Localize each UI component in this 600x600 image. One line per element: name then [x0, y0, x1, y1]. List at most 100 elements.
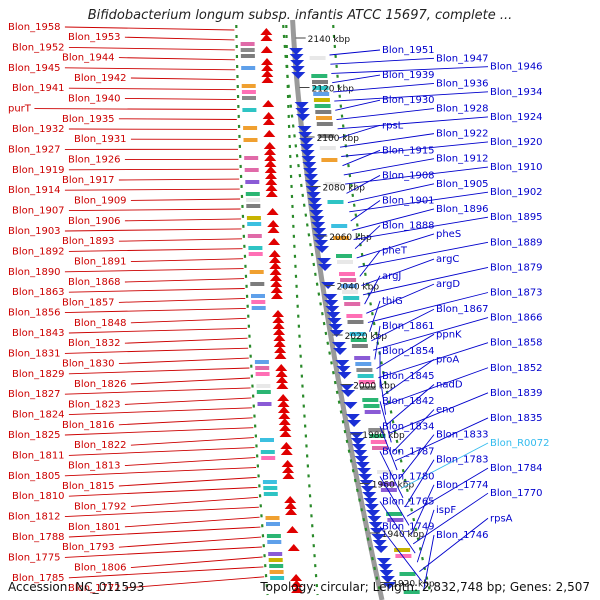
reverse-gene-arrow: [278, 418, 291, 425]
right-gene-label: Blon_1765: [382, 497, 435, 508]
left-leader-line: [64, 387, 251, 395]
right-feature-block: [379, 482, 396, 486]
right-leader-line: [400, 442, 489, 489]
right-feature-block: [369, 434, 386, 438]
left-gene-label: Blon_1868: [68, 277, 121, 288]
right-leader-line: [343, 158, 435, 176]
left-leader-line: [118, 476, 257, 487]
reverse-gene-arrow: [267, 226, 280, 233]
right-feature-block: [331, 224, 348, 228]
left-gene-label: Blon_1792: [74, 501, 127, 512]
reverse-gene-arrow: [264, 172, 277, 179]
forward-gene-arrow: [364, 504, 379, 511]
right-gene-label: Blon_1774: [436, 480, 489, 491]
left-feature-block: [256, 384, 271, 388]
left-feature-block: [269, 564, 284, 568]
left-leader-line: [118, 238, 243, 242]
left-gene-label: Blon_1953: [68, 32, 121, 43]
reverse-gene-arrow: [265, 190, 278, 197]
right-leader-line: [379, 476, 410, 526]
left-leader-line: [68, 566, 264, 579]
left-feature-block: [265, 516, 280, 520]
right-leader-line: [342, 149, 381, 167]
left-leader-line: [118, 536, 262, 548]
reverse-gene-arrow: [278, 412, 291, 419]
reverse-gene-arrow: [264, 166, 277, 173]
forward-gene-arrow: [376, 558, 391, 565]
left-feature-block: [243, 138, 258, 142]
left-feature-block: [244, 156, 259, 160]
right-feature-block: [368, 428, 385, 432]
right-feature-block: [387, 518, 404, 522]
left-feature-block: [245, 180, 260, 184]
right-leader-line: [398, 434, 435, 480]
right-leader-line: [349, 191, 489, 213]
right-feature-block: [309, 56, 326, 60]
reverse-gene-arrow: [272, 316, 285, 323]
kbp-label: 1920 kbp: [392, 580, 435, 590]
left-gene-label: Blon_1805: [8, 471, 61, 482]
left-feature-block: [257, 402, 272, 406]
forward-gene-arrow: [358, 474, 373, 481]
forward-gene-arrow: [297, 126, 312, 133]
right-feature-block: [354, 356, 371, 360]
forward-gene-arrow: [290, 66, 305, 73]
forward-gene-arrow: [331, 342, 346, 349]
left-gene-label: Blon_1815: [62, 481, 115, 492]
left-gene-label: Blon_1906: [68, 216, 121, 227]
left-feature-block: [240, 54, 255, 58]
right-leader-line: [362, 266, 489, 296]
forward-gene-arrow: [355, 462, 370, 469]
left-leader-line: [64, 188, 240, 191]
right-gene-label: Blon_1908: [382, 170, 435, 181]
left-leader-line: [68, 486, 258, 497]
left-feature-block: [246, 204, 261, 208]
right-feature-block: [350, 338, 367, 342]
left-leader-line: [118, 57, 236, 61]
forward-gene-arrow: [307, 198, 322, 205]
left-feature-block: [250, 282, 265, 286]
left-gene-label: Blon_1927: [8, 144, 61, 155]
forward-gene-arrow: [299, 144, 314, 151]
left-gene-label: Blon_1903: [8, 226, 61, 237]
right-feature-block: [358, 380, 375, 384]
reverse-gene-arrow: [285, 508, 298, 515]
left-leader-line: [124, 576, 265, 589]
right-gene-label: Blon_1896: [436, 204, 489, 215]
right-gene-label: Blon_1852: [490, 363, 543, 374]
left-gene-label: Blon_1857: [62, 297, 115, 308]
left-leader-line: [118, 417, 253, 426]
left-feature-block: [251, 306, 266, 310]
right-leader-line: [367, 292, 489, 323]
right-gene-label: Blon_1879: [490, 262, 543, 273]
right-gene-label: Blon_1784: [490, 463, 543, 474]
left-feature-block: [266, 534, 281, 538]
left-leader-line: [118, 118, 237, 120]
right-gene-label: ispF: [436, 505, 456, 516]
right-gene-label: ppnK: [436, 329, 462, 340]
right-gene-label: pheS: [436, 229, 461, 240]
left-leader-line: [68, 407, 252, 416]
right-leader-line: [371, 308, 435, 342]
left-feature-block: [255, 372, 270, 376]
left-feature-block: [241, 90, 256, 94]
right-feature-block: [395, 554, 412, 558]
reverse-gene-arrow: [264, 154, 277, 161]
left-leader-line: [130, 77, 236, 81]
right-gene-label: Blon_1780: [382, 471, 435, 482]
left-gene-label: Blon_1952: [12, 42, 65, 53]
right-leader-line: [383, 367, 489, 406]
forward-gene-arrow: [308, 204, 323, 211]
right-gene-label: proA: [436, 354, 459, 365]
reverse-gene-arrow: [276, 382, 289, 389]
forward-gene-arrow: [343, 402, 358, 409]
forward-gene-arrow: [291, 72, 306, 79]
right-feature-block: [370, 440, 387, 444]
left-feature-block: [242, 108, 257, 112]
reverse-gene-arrow: [261, 64, 274, 71]
kbp-label: 2000 kbp: [353, 382, 396, 392]
left-gene-label: Blon_1827: [8, 389, 61, 400]
right-feature-block: [342, 290, 359, 294]
left-feature-block: [247, 222, 262, 226]
right-gene-label: Blon_1842: [382, 396, 435, 407]
